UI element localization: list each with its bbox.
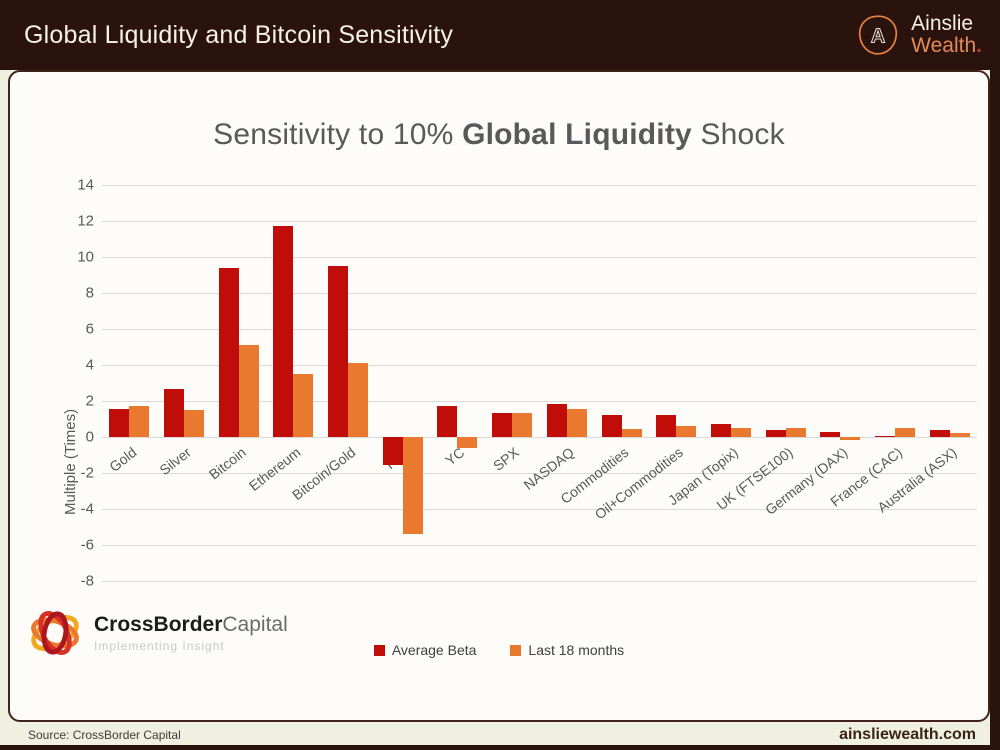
crossborder-capital-logo: CrossBorderCapital Implementing Insight	[26, 604, 288, 662]
bar-r10-average-beta	[382, 437, 403, 465]
y-axis-tick: 10	[77, 248, 94, 266]
x-axis-label: Bitcoin	[205, 444, 249, 483]
gridline	[102, 437, 977, 438]
bar-germany-dax--average-beta	[820, 431, 841, 437]
chart-legend: Average Beta Last 18 months	[10, 642, 988, 658]
legend-swatch-icon	[510, 644, 522, 656]
y-axis-tick: -6	[80, 536, 94, 554]
gridline	[102, 185, 977, 186]
bar-yc-last-18-months	[457, 437, 478, 448]
gridline	[102, 365, 977, 366]
y-axis-tick: 4	[85, 356, 94, 374]
gridline	[102, 257, 977, 258]
bar-france-cac--average-beta	[874, 436, 895, 437]
bar-nasdaq-average-beta	[546, 403, 567, 437]
gridline	[102, 293, 977, 294]
bar-silver-average-beta	[164, 389, 185, 437]
legend-label: Average Beta	[391, 642, 477, 658]
bar-germany-dax--last-18-months	[840, 437, 861, 440]
bar-chart-plot: Multiple (Times) 14 12 10 8 6 4 2 0 -2 -4 -6 -8 Gold…	[62, 177, 977, 590]
bar-uk-ftse100--last-18-months	[785, 428, 806, 437]
ainslie-wealth-logo: A Ainslie Wealth.	[855, 12, 982, 58]
bar-gold-average-beta	[109, 409, 130, 437]
footer-bar: Source: CrossBorder Capital ainsliewealt…	[0, 722, 990, 746]
bar-japan-topix--last-18-months	[730, 428, 751, 437]
bar-france-cac--last-18-months	[894, 428, 915, 437]
gridline	[102, 509, 977, 510]
y-axis-tick: 2	[85, 392, 94, 410]
crossborder-swirl-icon	[31, 611, 79, 655]
legend-item: Average Beta	[373, 642, 477, 658]
bar-bitcoin-gold-average-beta	[328, 266, 349, 437]
right-edge-strip	[990, 70, 1000, 746]
bar-gold-last-18-months	[129, 406, 150, 437]
y-axis-title: Multiple (Times)	[62, 408, 79, 515]
bar-commodities-last-18-months	[621, 428, 642, 437]
x-axis-label: SPX	[490, 444, 523, 474]
y-axis-tick: 14	[77, 176, 94, 194]
chart-title: Sensitivity to 10% Global Liquidity Shoc…	[213, 118, 785, 151]
y-axis-tick: 8	[85, 284, 94, 302]
bar-bitcoin-gold-last-18-months	[348, 363, 369, 437]
x-axis-label: Gold	[106, 444, 140, 475]
bar-ethereum-last-18-months	[293, 374, 314, 437]
bar-ethereum-average-beta	[273, 225, 294, 437]
y-axis-tick: 12	[77, 212, 94, 230]
gridline	[102, 401, 977, 402]
bar-yc-average-beta	[437, 405, 458, 437]
bar-silver-last-18-months	[184, 410, 205, 437]
page-title: Global Liquidity and Bitcoin Sensitivity	[24, 20, 454, 49]
y-axis-tick: 6	[85, 320, 94, 338]
y-axis-tick: -8	[80, 572, 94, 590]
legend-label: Last 18 months	[528, 642, 625, 658]
brand-name-line1: Ainslie	[911, 11, 974, 35]
website-link[interactable]: ainsliewealth.com	[839, 726, 976, 743]
bar-spx-average-beta	[492, 412, 513, 437]
crossborder-tagline: Implementing Insight	[94, 639, 225, 653]
y-axis-tick: -4	[80, 500, 94, 518]
bar-oil-commodities-last-18-months	[676, 426, 697, 437]
bar-spx-last-18-months	[512, 412, 533, 437]
legend-swatch-icon	[373, 644, 385, 656]
source-credit: Source: CrossBorder Capital	[28, 728, 181, 742]
brand-name-line2: Wealth.	[911, 34, 982, 57]
bar-australia-asx--average-beta	[929, 429, 950, 437]
gridline	[102, 545, 977, 546]
header-bar: Global Liquidity and Bitcoin Sensitivity…	[0, 0, 1000, 70]
bar-bitcoin-average-beta	[218, 267, 239, 437]
gridline	[102, 581, 977, 582]
bottom-edge-strip	[0, 745, 1000, 750]
bar-japan-topix--average-beta	[710, 424, 731, 437]
crossborder-wordmark: CrossBorderCapital Implementing Insight	[94, 613, 288, 653]
bar-uk-ftse100--average-beta	[765, 429, 786, 437]
brand-text: Ainslie Wealth.	[911, 11, 982, 57]
y-axis-tick: -2	[80, 464, 94, 482]
bar-r10-last-18-months	[402, 437, 423, 535]
gridline	[102, 329, 977, 330]
bar-nasdaq-last-18-months	[566, 409, 587, 437]
legend-item: Last 18 months	[510, 642, 624, 658]
bar-oil-commodities-average-beta	[656, 415, 677, 437]
bar-australia-asx--last-18-months	[949, 432, 970, 437]
gridline	[102, 473, 977, 474]
bar-bitcoin-last-18-months	[238, 345, 259, 437]
chart-card: Sensitivity to 10% Global Liquidity Shoc…	[8, 70, 990, 722]
svg-text:A: A	[871, 25, 885, 47]
gridline	[102, 221, 977, 222]
bar-commodities-average-beta	[601, 415, 622, 437]
y-axis-tick: 0	[85, 428, 94, 446]
ainslie-monogram-icon: A	[859, 15, 898, 55]
